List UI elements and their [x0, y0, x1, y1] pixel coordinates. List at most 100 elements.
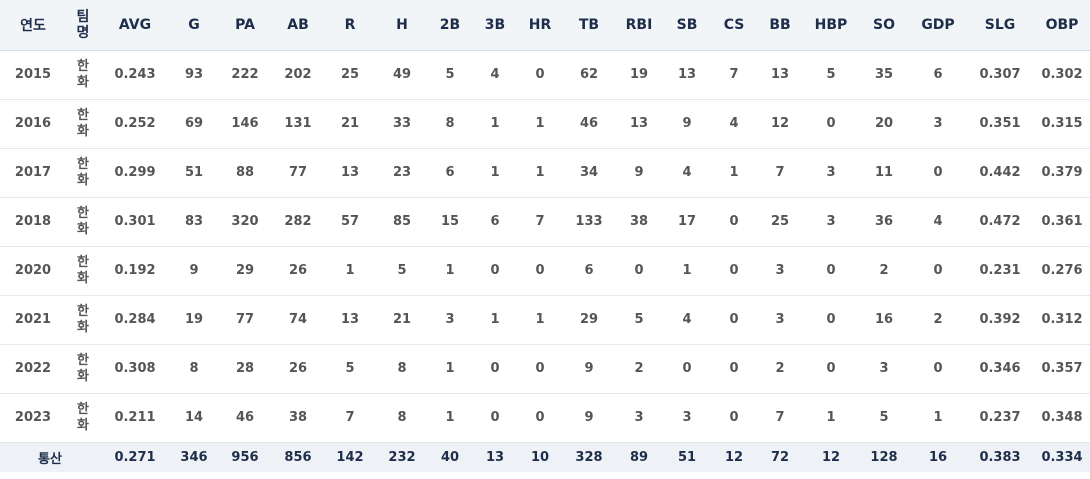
- year-cell: 2016: [0, 99, 66, 149]
- column-header-tb[interactable]: TB: [562, 0, 616, 51]
- column-header-rbi[interactable]: RBI: [616, 0, 662, 51]
- stat-cell: 0: [804, 344, 858, 394]
- year-cell: 2022: [0, 344, 66, 394]
- column-header-팀명[interactable]: 팀명: [66, 0, 100, 51]
- stat-cell: 282: [272, 197, 324, 247]
- stat-cell: 4: [910, 197, 966, 247]
- stat-cell: 0: [910, 148, 966, 198]
- stat-cell: 0.252: [100, 99, 170, 149]
- stat-cell: 77: [272, 148, 324, 198]
- stat-cell: 21: [324, 99, 376, 149]
- column-header-연도[interactable]: 연도: [0, 0, 66, 51]
- stat-cell: 0: [518, 393, 562, 443]
- stat-cell: 0.237: [966, 393, 1034, 443]
- stat-cell: 0: [804, 99, 858, 149]
- stat-cell: 0.284: [100, 295, 170, 345]
- year-cell: 2020: [0, 246, 66, 296]
- stat-cell: 46: [218, 393, 272, 443]
- column-header-g[interactable]: G: [170, 0, 218, 51]
- column-header-so[interactable]: SO: [858, 0, 910, 51]
- stat-cell: 8: [376, 344, 428, 394]
- stat-cell: 0.302: [1034, 50, 1090, 100]
- stat-cell: 7: [518, 197, 562, 247]
- stat-cell: 4: [472, 50, 518, 100]
- total-stat-cell: 956: [231, 449, 259, 465]
- stat-cell: 0: [518, 50, 562, 100]
- stat-cell: 0: [712, 197, 756, 247]
- column-header-3b[interactable]: 3B: [472, 0, 518, 51]
- total-row: 통산 0.271 346 956 856 142 232 40 13 10 328 89 51 12 72 1…: [0, 442, 1090, 472]
- stat-cell: 69: [170, 99, 218, 149]
- stat-cell: 9: [562, 344, 616, 394]
- column-header-ab[interactable]: AB: [272, 0, 324, 51]
- total-stat-cell: 89: [629, 449, 649, 465]
- stat-cell: 1: [804, 393, 858, 443]
- column-header-avg[interactable]: AVG: [100, 0, 170, 51]
- stat-cell: 12: [756, 99, 804, 149]
- stat-cell: 1: [428, 393, 472, 443]
- stat-cell: 5: [804, 50, 858, 100]
- stat-cell: 36: [858, 197, 910, 247]
- total-stat-cell: 328: [575, 449, 603, 465]
- stat-cell: 3: [756, 295, 804, 345]
- stat-cell: 0.472: [966, 197, 1034, 247]
- stat-cell: 7: [712, 50, 756, 100]
- stat-cell: 46: [562, 99, 616, 149]
- column-header-h[interactable]: H: [376, 0, 428, 51]
- column-header-hbp[interactable]: HBP: [804, 0, 858, 51]
- total-stat-cell: 51: [677, 449, 697, 465]
- stat-cell: 5: [376, 246, 428, 296]
- column-header-hr[interactable]: HR: [518, 0, 562, 51]
- table-row: 2016 한화 0.252 69 146 131 21 33 8 1 1 46 13 9 4 12 0 20 3 0.…: [0, 99, 1090, 149]
- total-stat-cell: 12: [724, 449, 744, 465]
- stat-cell: 13: [756, 50, 804, 100]
- stat-cell: 0.361: [1034, 197, 1090, 247]
- column-header-r[interactable]: R: [324, 0, 376, 51]
- column-header-cs[interactable]: CS: [712, 0, 756, 51]
- team-cell: 한화: [66, 344, 100, 394]
- column-header-bb[interactable]: BB: [756, 0, 804, 51]
- stat-cell: 6: [428, 148, 472, 198]
- column-header-2b[interactable]: 2B: [428, 0, 472, 51]
- stat-cell: 34: [562, 148, 616, 198]
- stat-cell: 9: [562, 393, 616, 443]
- stat-cell: 3: [616, 393, 662, 443]
- year-cell: 2018: [0, 197, 66, 247]
- stat-cell: 0.348: [1034, 393, 1090, 443]
- team-cell: 한화: [66, 197, 100, 247]
- stat-cell: 1: [472, 295, 518, 345]
- stat-cell: 0.315: [1034, 99, 1090, 149]
- stat-cell: 6: [472, 197, 518, 247]
- stat-cell: 23: [376, 148, 428, 198]
- column-header-pa[interactable]: PA: [218, 0, 272, 51]
- stat-cell: 13: [662, 50, 712, 100]
- stat-cell: 74: [272, 295, 324, 345]
- stat-cell: 0: [910, 246, 966, 296]
- stat-cell: 11: [858, 148, 910, 198]
- stat-cell: 0.351: [966, 99, 1034, 149]
- stat-cell: 0.379: [1034, 148, 1090, 198]
- total-stat-cell: 72: [770, 449, 790, 465]
- stat-cell: 0.346: [966, 344, 1034, 394]
- column-header-sb[interactable]: SB: [662, 0, 712, 51]
- total-stat-cell: 128: [870, 449, 898, 465]
- stat-cell: 0: [804, 246, 858, 296]
- stat-cell: 222: [218, 50, 272, 100]
- stat-cell: 4: [662, 148, 712, 198]
- table-row: 2022 한화 0.308 8 28 26 5 8 1 0 0 9 2 0 0 2 0 3 0 0.346 0.357: [0, 344, 1090, 394]
- team-cell: 한화: [66, 393, 100, 443]
- year-cell: 2017: [0, 148, 66, 198]
- stat-cell: 0.301: [100, 197, 170, 247]
- table-row: 2015 한화 0.243 93 222 202 25 49 5 4 0 62 19 13 7 13 5 35 6 0…: [0, 50, 1090, 100]
- stat-cell: 0.307: [966, 50, 1034, 100]
- stat-cell: 29: [218, 246, 272, 296]
- stat-cell: 1: [324, 246, 376, 296]
- column-header-slg[interactable]: SLG: [966, 0, 1034, 51]
- column-header-gdp[interactable]: GDP: [910, 0, 966, 51]
- stat-cell: 2: [616, 344, 662, 394]
- stat-cell: 7: [756, 393, 804, 443]
- stat-cell: 1: [518, 148, 562, 198]
- column-header-obp[interactable]: OBP: [1034, 0, 1090, 51]
- stat-cell: 62: [562, 50, 616, 100]
